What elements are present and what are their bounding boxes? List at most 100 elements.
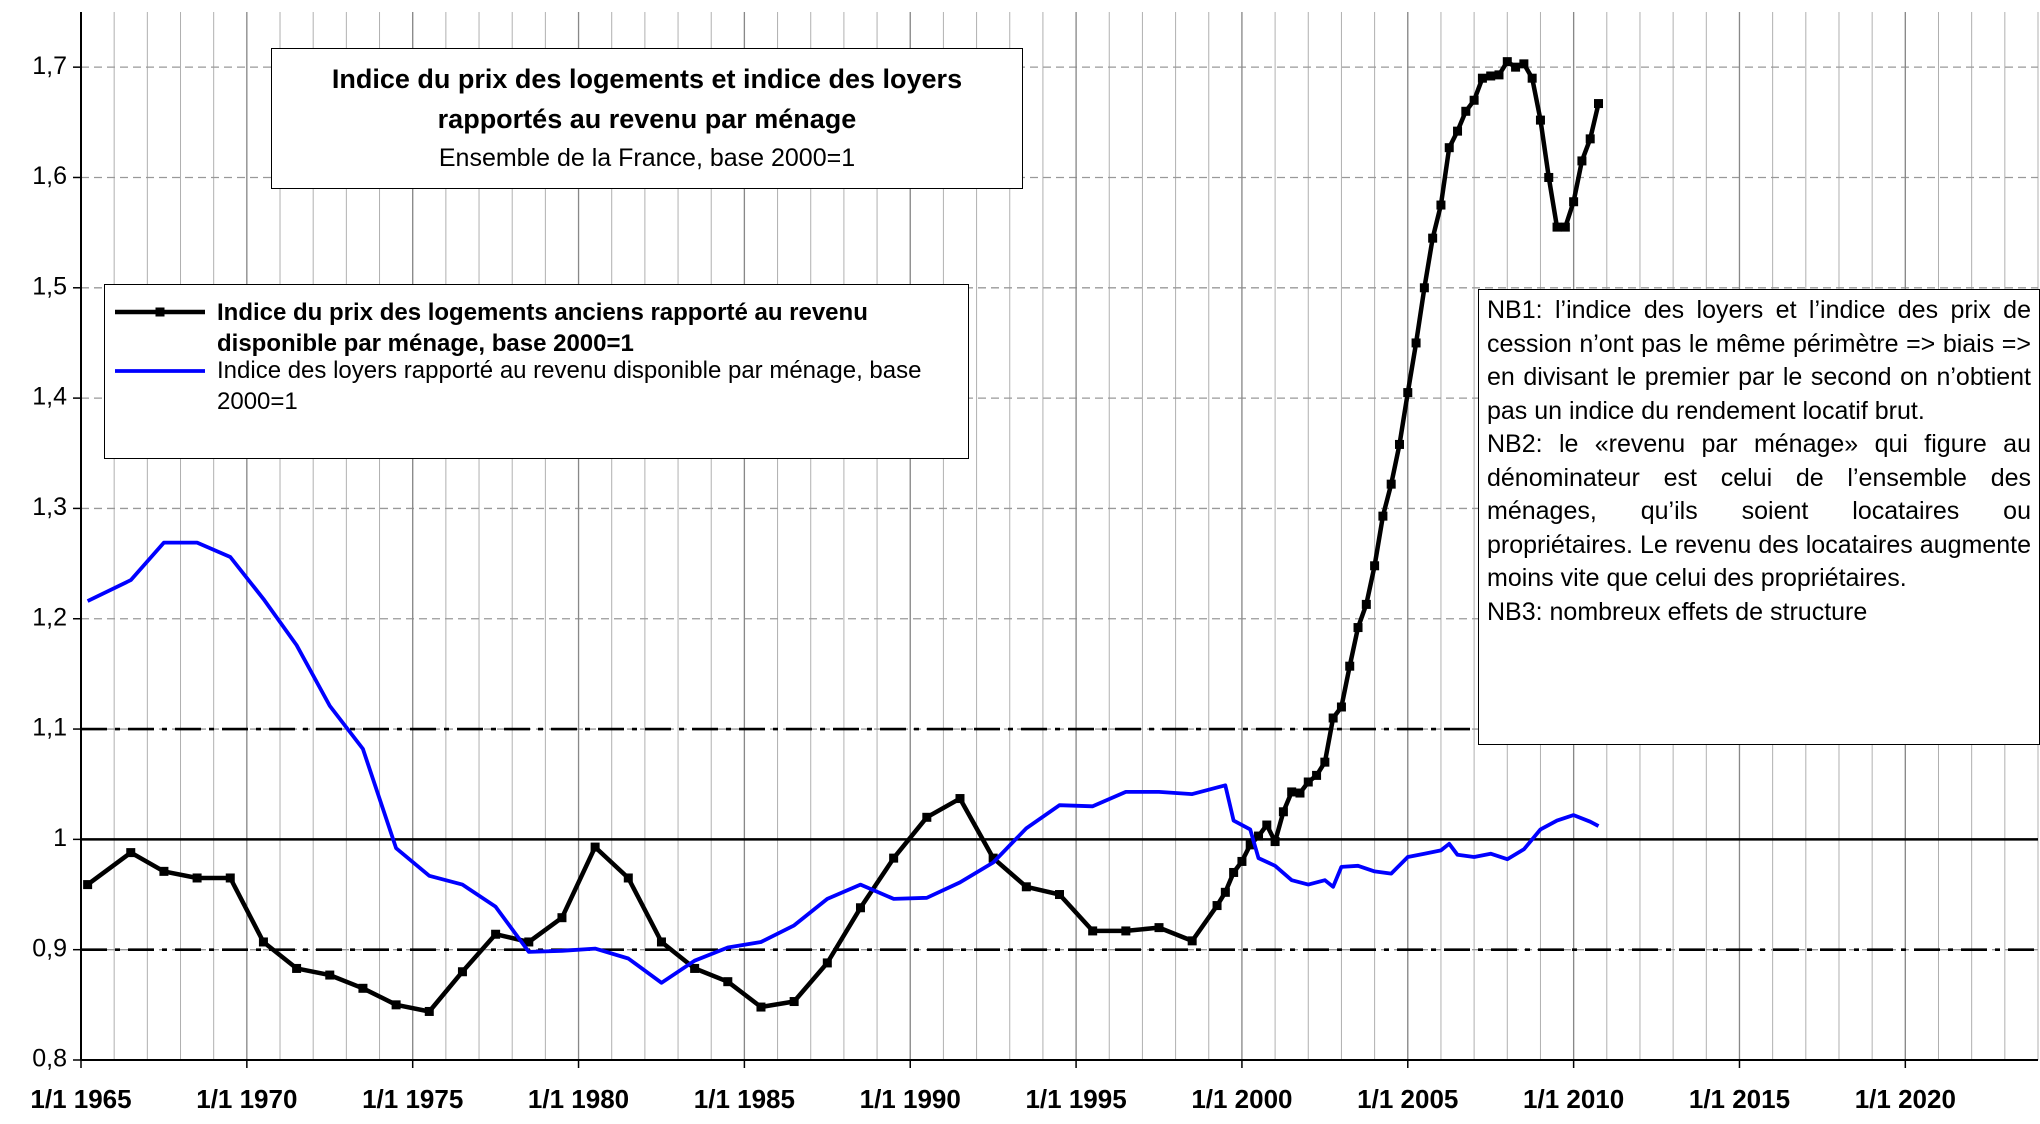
data-point xyxy=(225,873,235,883)
y-tick-label: 1,1 xyxy=(32,714,67,742)
data-point xyxy=(1320,757,1330,767)
data-point xyxy=(1494,70,1504,80)
y-tick-label: 1,5 xyxy=(32,272,67,300)
notes: NB1: l’indice des loyers et l’indice des… xyxy=(1478,289,2040,745)
data-point xyxy=(822,958,832,968)
data-point xyxy=(325,970,335,980)
data-point xyxy=(391,1000,401,1010)
y-tick-label: 0,8 xyxy=(32,1045,67,1073)
data-point xyxy=(922,812,932,822)
x-tick-label: 1/1 1985 xyxy=(694,1084,795,1114)
series-line xyxy=(86,540,1600,985)
data-point xyxy=(192,873,202,883)
x-tick-label: 1/1 1980 xyxy=(528,1084,629,1114)
x-tick-label: 1/1 1990 xyxy=(860,1084,961,1114)
data-point xyxy=(1254,831,1264,841)
y-tick-label: 0,9 xyxy=(32,934,67,962)
x-tick-label: 1/1 2000 xyxy=(1191,1084,1292,1114)
data-point xyxy=(1560,222,1570,232)
data-point xyxy=(1461,106,1471,116)
data-point xyxy=(988,853,998,863)
data-point xyxy=(1486,71,1496,81)
data-point xyxy=(1088,926,1098,936)
data-point xyxy=(1502,57,1512,67)
data-point xyxy=(159,866,169,876)
data-point xyxy=(1511,62,1521,72)
data-point xyxy=(1477,73,1487,83)
y-tick-label: 1,4 xyxy=(32,383,67,411)
x-tick-label: 1/1 2015 xyxy=(1689,1084,1790,1114)
data-point xyxy=(1295,788,1305,798)
data-point xyxy=(1519,59,1529,69)
x-tick-label: 1/1 1965 xyxy=(30,1084,131,1114)
data-point xyxy=(491,929,501,939)
data-point xyxy=(789,997,799,1007)
data-point xyxy=(1552,222,1562,232)
data-point xyxy=(1428,233,1438,243)
data-point xyxy=(524,937,534,947)
data-point xyxy=(590,842,600,852)
data-point xyxy=(83,880,93,890)
data-point xyxy=(1237,856,1247,866)
data-point xyxy=(1229,867,1239,877)
data-point xyxy=(1328,713,1338,723)
x-tick-label: 1/1 1970 xyxy=(196,1084,297,1114)
data-point xyxy=(1336,702,1346,712)
data-point xyxy=(1453,126,1463,136)
data-point xyxy=(1436,200,1446,210)
data-point xyxy=(1544,172,1554,182)
data-point xyxy=(1386,479,1396,489)
data-point xyxy=(557,913,567,923)
data-point xyxy=(1287,787,1297,797)
legend-entry: Indice des loyers rapporté au revenu dis… xyxy=(217,357,922,415)
data-point xyxy=(1527,73,1537,83)
note: NB1: l’indice des loyers et l’indice des… xyxy=(1487,296,2031,425)
data-point xyxy=(424,1006,434,1016)
data-point xyxy=(1444,143,1454,153)
y-tick-label: 1,2 xyxy=(32,603,67,631)
data-point xyxy=(1361,599,1371,609)
data-point xyxy=(1278,807,1288,817)
chart-subtitle: Ensemble de la France, base 2000=1 xyxy=(438,144,856,172)
data-point xyxy=(457,967,467,977)
data-point xyxy=(292,963,302,973)
data-point xyxy=(1411,338,1421,348)
data-point xyxy=(1245,840,1255,850)
legend-swatches xyxy=(115,307,205,373)
data-point xyxy=(1270,837,1280,847)
note: NB3: nombreux effets de structure xyxy=(1487,597,1868,626)
y-tick-label: 1,3 xyxy=(32,493,67,521)
y-tick-label: 1 xyxy=(53,824,67,852)
data-point xyxy=(1353,623,1363,633)
x-tick-label: 1/1 1975 xyxy=(362,1084,463,1114)
data-point xyxy=(1303,777,1313,787)
data-point xyxy=(623,873,633,883)
note: NB2: le «revenu par ménage» qui figure a… xyxy=(1487,430,2031,592)
data-point xyxy=(723,977,733,987)
data-point xyxy=(1220,887,1230,897)
data-point xyxy=(1577,156,1587,166)
data-point xyxy=(1370,561,1380,571)
data-point xyxy=(1262,820,1272,830)
data-point xyxy=(889,853,899,863)
y-tick-label: 1,7 xyxy=(32,52,67,80)
title-box: Indice du prix des logements et indice d… xyxy=(271,48,1023,189)
data-point xyxy=(1055,890,1064,900)
data-point xyxy=(1154,923,1164,933)
x-tick-label: 1/1 2020 xyxy=(1855,1084,1956,1114)
legend-marker xyxy=(155,307,165,317)
data-point xyxy=(1312,770,1322,780)
legend: Indice du prix des logements anciens rap… xyxy=(104,284,969,459)
data-point xyxy=(126,848,136,858)
data-point xyxy=(1212,901,1222,911)
y-tick-label: 1,6 xyxy=(32,162,67,190)
data-point xyxy=(1469,95,1479,105)
data-point xyxy=(690,963,700,973)
data-point xyxy=(1585,134,1595,144)
legend-entry: Indice du prix des logements anciens rap… xyxy=(217,299,868,357)
data-point xyxy=(1378,511,1388,521)
data-point xyxy=(955,794,965,804)
data-point xyxy=(1345,661,1355,671)
data-point xyxy=(1021,882,1031,892)
